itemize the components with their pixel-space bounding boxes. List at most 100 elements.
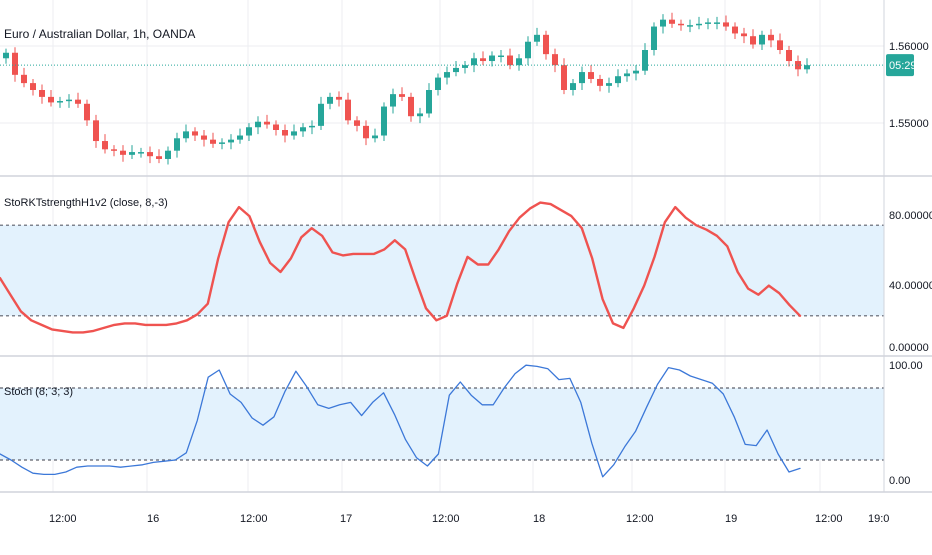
candle[interactable]	[165, 146, 171, 165]
candle[interactable]	[147, 146, 153, 164]
candle[interactable]	[480, 51, 486, 66]
candle[interactable]	[327, 92, 333, 110]
candle[interactable]	[723, 15, 729, 31]
candle[interactable]	[633, 65, 639, 81]
indicator-1-line[interactable]	[0, 201, 802, 334]
candle[interactable]	[543, 30, 549, 60]
candle[interactable]	[516, 54, 522, 71]
candle[interactable]	[219, 138, 225, 150]
time-axis[interactable]: 12:00 16 12:00 17 12:00 18 12:00 19 12:0…	[49, 513, 889, 525]
candle[interactable]	[498, 50, 504, 63]
indicator-2-label[interactable]: Stoch (8; 3; 3)	[4, 386, 73, 398]
candle[interactable]	[183, 124, 189, 143]
candle[interactable]	[210, 132, 216, 148]
candle[interactable]	[300, 123, 306, 137]
candle[interactable]	[561, 58, 567, 95]
candle[interactable]	[453, 61, 459, 77]
candle[interactable]	[426, 83, 432, 118]
candle[interactable]	[777, 33, 783, 55]
candle[interactable]	[489, 51, 495, 67]
candle[interactable]	[138, 147, 144, 158]
candle[interactable]	[120, 145, 126, 162]
candle[interactable]	[588, 65, 594, 84]
candle[interactable]	[750, 29, 756, 49]
candle[interactable]	[651, 22, 657, 56]
candle[interactable]	[246, 123, 252, 142]
candle[interactable]	[237, 128, 243, 144]
candle[interactable]	[408, 92, 414, 122]
candle[interactable]	[273, 120, 279, 136]
candle[interactable]	[30, 78, 36, 96]
candle[interactable]	[660, 14, 666, 34]
candle[interactable]	[678, 19, 684, 31]
candle[interactable]	[597, 74, 603, 92]
candle[interactable]	[417, 107, 423, 124]
candle[interactable]	[111, 145, 117, 157]
candle[interactable]	[309, 120, 315, 135]
candle[interactable]	[291, 124, 297, 140]
candle[interactable]	[768, 29, 774, 48]
candle[interactable]	[435, 73, 441, 96]
candle[interactable]	[93, 114, 99, 148]
candle[interactable]	[507, 48, 513, 70]
candle[interactable]	[759, 30, 765, 50]
candle[interactable]	[228, 134, 234, 150]
candle[interactable]	[732, 22, 738, 39]
candle[interactable]	[48, 90, 54, 107]
symbol-title[interactable]: Euro / Australian Dollar, 1h, OANDA	[4, 27, 195, 41]
candle[interactable]	[615, 69, 621, 88]
candle[interactable]	[669, 12, 675, 28]
candle[interactable]	[705, 18, 711, 30]
candle[interactable]	[390, 88, 396, 114]
candle[interactable]	[201, 130, 207, 147]
candle[interactable]	[525, 36, 531, 66]
candle[interactable]	[696, 16, 702, 30]
candle[interactable]	[741, 27, 747, 44]
candle[interactable]	[102, 134, 108, 154]
candle[interactable]	[66, 94, 72, 108]
candle[interactable]	[192, 127, 198, 142]
candle[interactable]	[282, 124, 288, 143]
candle[interactable]	[642, 43, 648, 75]
candle[interactable]	[255, 116, 261, 135]
candle[interactable]	[57, 96, 63, 108]
candle[interactable]	[534, 27, 540, 46]
candle[interactable]	[318, 96, 324, 130]
indicator-2-line[interactable]	[0, 364, 801, 478]
candle[interactable]	[75, 92, 81, 108]
candle[interactable]	[462, 61, 468, 74]
candle[interactable]	[372, 128, 378, 143]
candle[interactable]	[336, 91, 342, 107]
candle[interactable]	[129, 145, 135, 159]
candle[interactable]	[174, 132, 180, 158]
candle[interactable]	[606, 77, 612, 93]
candle[interactable]	[264, 114, 270, 129]
candle[interactable]	[345, 92, 351, 125]
candle[interactable]	[21, 67, 27, 88]
candle[interactable]	[579, 66, 585, 90]
candle[interactable]	[354, 116, 360, 132]
candle[interactable]	[714, 16, 720, 30]
candle[interactable]	[444, 66, 450, 85]
candle[interactable]	[624, 69, 630, 82]
candle[interactable]	[3, 48, 9, 64]
candle[interactable]	[84, 99, 90, 126]
candle[interactable]	[39, 84, 45, 104]
indicator-1-plot[interactable]	[0, 201, 802, 334]
candle[interactable]	[570, 78, 576, 96]
candle[interactable]	[804, 58, 810, 74]
candle[interactable]	[786, 45, 792, 67]
candle[interactable]	[552, 48, 558, 73]
indicator-2-plot[interactable]	[0, 364, 801, 478]
candle[interactable]	[399, 87, 405, 102]
price-candles[interactable]	[0, 12, 884, 165]
candle[interactable]	[471, 52, 477, 73]
candle[interactable]	[156, 149, 162, 164]
candle[interactable]	[381, 102, 387, 142]
candle[interactable]	[363, 120, 369, 146]
candle[interactable]	[12, 47, 18, 82]
candle[interactable]	[687, 19, 693, 33]
indicator-1-label[interactable]: StoRKTstrengthH1v2 (close, 8,-3)	[4, 197, 168, 209]
